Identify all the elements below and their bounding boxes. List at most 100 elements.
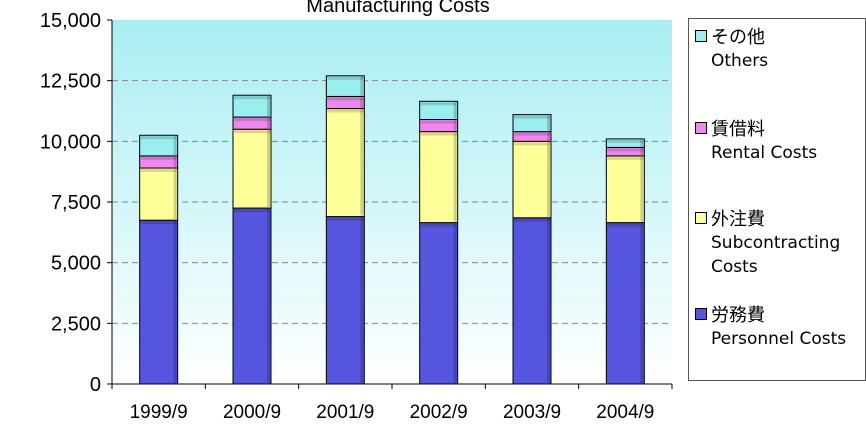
x-tick-label: 2001/9: [316, 402, 374, 423]
bar-shade: [360, 76, 364, 96]
legend-swatch-rental: [695, 122, 707, 134]
legend-label-en: Personnel Costs: [711, 329, 847, 349]
x-tick-label: 2002/9: [410, 402, 468, 423]
bar-shade: [420, 132, 457, 136]
legend-label-en: Costs: [711, 257, 758, 277]
bar-segment: [419, 131, 459, 224]
bar-shade: [420, 223, 457, 227]
bar-shade: [420, 102, 457, 106]
bar-shade: [173, 156, 177, 168]
bar-segment: [512, 114, 552, 133]
bar-shade: [140, 221, 177, 225]
bar-shade: [173, 221, 177, 383]
bar-shade: [640, 148, 644, 155]
bar-segment: [232, 207, 272, 385]
legend-label-jp: 賃借料: [711, 119, 765, 140]
bar-shade: [173, 136, 177, 155]
bar-shade: [140, 156, 177, 160]
legend-item-rental: 賃借料 Rental Costs: [695, 119, 817, 165]
y-tick-label: 0: [90, 374, 101, 396]
chart-title: Manufacturing Costs: [306, 0, 489, 17]
bar-shade: [607, 223, 644, 227]
bar-shade: [234, 118, 270, 122]
bar-shade: [607, 148, 644, 152]
bar-segment: [512, 140, 552, 219]
legend-item-personnel: 労務費 Personnel Costs: [695, 305, 846, 351]
y-tick-labels: 0 2,500 5,000 7,500 10,000 12,500 15,000: [40, 10, 101, 396]
bar-shade: [360, 97, 364, 108]
bar-shade: [640, 223, 644, 383]
bar-segment: [512, 217, 552, 385]
bar-shade: [607, 156, 644, 160]
legend-swatch-subcontracting: [695, 212, 707, 224]
bar-segment: [605, 222, 645, 385]
bar-shade: [267, 209, 270, 383]
x-tick-label: 2003/9: [503, 402, 561, 423]
x-tick-labels: 1999/9 2000/9 2001/9 2002/9 2003/9 2004/9: [130, 402, 655, 423]
bar-shade: [453, 102, 457, 119]
bar-shade: [173, 169, 177, 220]
bar-shade: [640, 139, 644, 147]
legend-label-jp: 外注費: [711, 209, 765, 230]
bar-segment: [139, 167, 179, 221]
bar-shade: [640, 156, 644, 222]
x-tick-label: 2004/9: [596, 402, 654, 423]
bar-shade: [453, 132, 457, 222]
bar-segment: [139, 134, 179, 157]
y-tick-label: 15,000: [40, 10, 101, 32]
legend-swatch-others: [695, 30, 707, 42]
bar-shade: [360, 109, 364, 216]
x-tick-label: 1999/9: [130, 402, 188, 423]
y-tick-label: 12,500: [40, 71, 101, 93]
bar-segment: [605, 155, 645, 224]
bar-segment: [419, 100, 459, 120]
bar-shade: [234, 96, 270, 100]
gridlines: [112, 80, 672, 324]
bar-segment: [325, 216, 365, 385]
bar-shade: [234, 209, 270, 213]
bar-segment: [419, 222, 459, 385]
bar-shade: [420, 120, 457, 124]
legend-label-en: Subcontracting: [711, 233, 841, 253]
bar-shade: [514, 115, 550, 119]
axes: [107, 19, 673, 389]
x-tick-label: 2000/9: [223, 402, 281, 423]
bar-shade: [267, 118, 270, 129]
y-tick-label: 2,500: [51, 313, 101, 335]
bar-shade: [453, 223, 457, 383]
bar-shade: [547, 132, 550, 141]
bar-shade: [453, 120, 457, 131]
y-tick-label: 7,500: [51, 192, 101, 214]
bar-segment: [325, 108, 365, 218]
bar-shade: [140, 136, 177, 140]
legend: その他 Others 賃借料 Rental Costs 外注費 Subcontr…: [688, 18, 866, 381]
legend-item-subcontracting: 外注費 Subcontracting Costs: [695, 209, 840, 279]
bar-shade: [607, 139, 644, 143]
bar-shade: [514, 218, 550, 222]
legend-swatch-personnel: [695, 308, 707, 320]
bar-shade: [327, 76, 364, 80]
bar-shade: [234, 130, 270, 134]
bar-shade: [327, 109, 364, 113]
bar-shade: [514, 132, 550, 136]
bar-segment: [139, 219, 179, 385]
y-tick-label: 10,000: [40, 131, 101, 153]
bar-shade: [327, 217, 364, 221]
bar-shade: [547, 142, 550, 217]
legend-label-en: Rental Costs: [711, 143, 818, 163]
bar-shade: [547, 218, 550, 383]
bar-shade: [327, 97, 364, 101]
legend-item-others: その他 Others: [695, 27, 768, 73]
bar-segment: [325, 75, 365, 97]
bar-segment: [232, 128, 272, 209]
bars: [139, 75, 645, 385]
bar-segment: [232, 94, 272, 118]
bar-shade: [514, 142, 550, 146]
bar-shade: [547, 115, 550, 131]
bar-shade: [360, 217, 364, 383]
bar-shade: [267, 96, 270, 117]
legend-label-jp: その他: [711, 27, 765, 48]
y-tick-label: 5,000: [51, 253, 101, 275]
bar-shade: [267, 130, 270, 208]
bar-shade: [140, 169, 177, 173]
